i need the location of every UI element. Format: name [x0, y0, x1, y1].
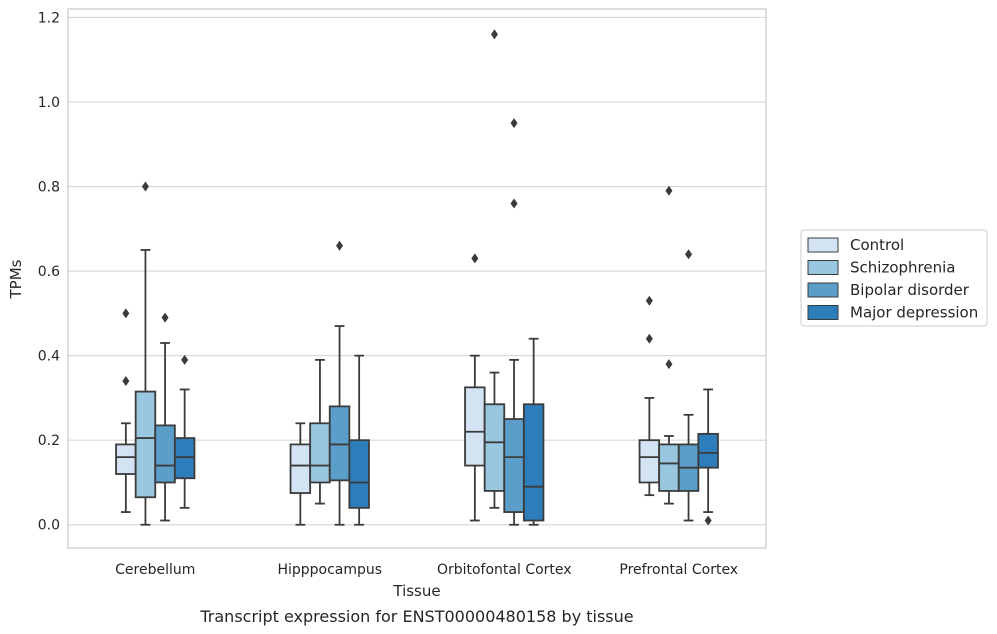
- box-iqr: [503, 418, 525, 513]
- box-0-2: [154, 312, 176, 522]
- box-1-2: [328, 240, 351, 526]
- legend-swatch: [807, 305, 839, 320]
- outlier-point: [471, 253, 479, 264]
- box-3-3: [697, 388, 719, 526]
- outlier-point: [181, 354, 189, 365]
- box-0-1: [134, 181, 157, 526]
- outlier-point: [665, 185, 673, 196]
- y-axis-ticks: 0.0 0.2 0.4 0.6 0.8 1.0 1.2: [38, 10, 60, 533]
- y-axis-label: TPMs: [7, 259, 25, 299]
- box-iqr: [638, 439, 661, 484]
- box-iqr: [154, 424, 176, 484]
- legend-swatch: [807, 237, 839, 253]
- box-iqr: [309, 422, 331, 484]
- legend-label: Bipolar disorder: [850, 281, 970, 299]
- outlier-point: [665, 359, 673, 370]
- outlier-point: [161, 312, 169, 323]
- legend-label: Schizophrenia: [850, 259, 955, 277]
- outlier-point: [141, 181, 149, 192]
- legend-label: Control: [850, 236, 904, 254]
- box-1-0: [289, 422, 312, 526]
- x-tick-label: Hipppocampus: [277, 562, 382, 578]
- box-2-1: [483, 29, 506, 509]
- box-3-2: [677, 249, 700, 522]
- box-1-3: [348, 354, 370, 526]
- y-tick-label: 0.0: [38, 518, 60, 534]
- legend-swatch: [807, 260, 839, 275]
- legend-frame: [800, 229, 988, 327]
- outlier-point: [510, 118, 518, 129]
- y-tick-label: 0.4: [38, 349, 60, 365]
- caption: Transcript expression for ENST0000048015…: [199, 607, 633, 626]
- x-tick-label: Prefrontal Cortex: [619, 562, 738, 578]
- box-iqr: [115, 443, 137, 475]
- x-axis-label: Tissue: [392, 582, 440, 600]
- outlier-point: [490, 29, 498, 40]
- box-2-3: [522, 337, 545, 526]
- outlier-point: [122, 376, 130, 387]
- box-2-0: [464, 253, 486, 522]
- legend: Control Schizophrenia Bipolar disorder Majo…: [800, 229, 988, 327]
- box-iqr: [348, 439, 370, 509]
- box-iqr: [134, 390, 157, 499]
- plot-frame: [67, 8, 767, 549]
- outlier-point: [704, 515, 712, 526]
- box-iqr: [328, 405, 351, 482]
- x-tick-label: Cerebellum: [115, 562, 195, 578]
- box-2-2: [503, 118, 525, 526]
- y-tick-label: 0.8: [38, 180, 60, 196]
- box-iqr: [289, 443, 312, 494]
- box-iqr: [697, 432, 719, 469]
- y-tick-label: 1.0: [38, 95, 60, 111]
- outlier-point: [645, 295, 653, 306]
- box-iqr: [464, 386, 486, 467]
- plot-area: [115, 29, 719, 526]
- box-3-0: [638, 295, 661, 497]
- box-0-3: [173, 354, 196, 509]
- box-1-1: [309, 358, 331, 505]
- x-tick-label: Orbitofontal Cortex: [437, 562, 572, 578]
- legend-label: Major depression: [850, 304, 978, 322]
- outlier-point: [122, 308, 130, 319]
- box-3-1: [658, 185, 680, 505]
- outlier-point: [645, 333, 653, 344]
- x-axis-ticks: Cerebellum Hipppocampus Orbitofontal Corte…: [115, 562, 738, 578]
- legend-swatch: [807, 282, 839, 298]
- box-0-0: [115, 308, 137, 513]
- outlier-point: [510, 198, 518, 209]
- box-iqr: [173, 437, 196, 480]
- y-tick-label: 1.2: [38, 10, 60, 26]
- outlier-point: [336, 240, 344, 251]
- box-iqr: [522, 403, 545, 522]
- outlier-point: [685, 249, 693, 260]
- y-tick-label: 0.2: [38, 433, 60, 449]
- box-iqr: [658, 443, 680, 492]
- y-tick-label: 0.6: [38, 264, 60, 280]
- box-iqr: [483, 403, 506, 492]
